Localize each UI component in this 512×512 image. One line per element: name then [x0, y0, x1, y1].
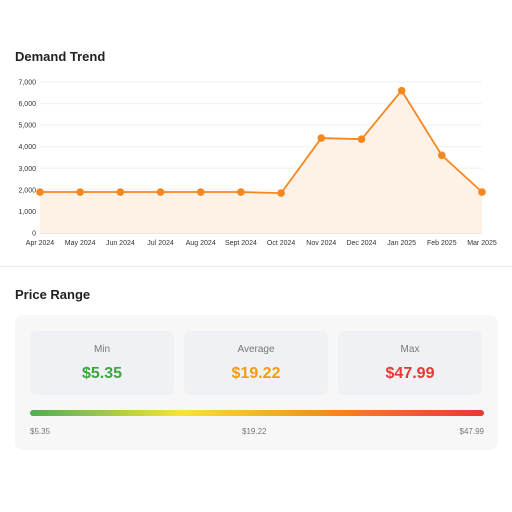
y-tick-label: 4,000 — [18, 144, 36, 151]
y-tick-label: 5,000 — [18, 123, 36, 130]
average-price-value: $19.22 — [231, 365, 281, 382]
data-point[interactable] — [196, 188, 205, 196]
max-price-value: $47.99 — [385, 365, 435, 382]
x-tick-label: Jun 2024 — [106, 240, 135, 247]
x-tick-label: Dec 2024 — [346, 240, 376, 247]
data-point[interactable] — [116, 188, 125, 196]
range-average-label: $19.22 — [242, 427, 267, 436]
data-point[interactable] — [397, 86, 406, 95]
average-price-card: Average $19.22 — [184, 331, 328, 395]
y-tick-label: 6,000 — [18, 101, 36, 108]
range-max-label: $47.99 — [459, 427, 484, 436]
y-tick-label: 0 — [32, 231, 36, 238]
x-axis: Apr 2024 May 2024 Jun 2024 Jul 2024 Aug 2024… — [26, 240, 497, 247]
data-point[interactable] — [357, 135, 366, 143]
x-tick-label: Feb 2025 — [427, 240, 457, 247]
demand-area-fill — [40, 90, 482, 233]
y-tick-label: 2,000 — [18, 187, 36, 194]
y-tick-label: 7,000 — [18, 80, 36, 87]
data-point[interactable] — [36, 188, 44, 196]
section-divider — [0, 266, 512, 267]
price-range-gradient-bar — [30, 410, 484, 416]
price-range-panel: Min $5.35 Average $19.22 Max $47.99 $5.3… — [15, 315, 498, 450]
data-point[interactable] — [156, 188, 165, 196]
x-tick-label: Oct 2024 — [267, 240, 296, 247]
max-price-card: Max $47.99 — [338, 331, 482, 395]
x-tick-label: Sept 2024 — [225, 240, 257, 247]
data-point[interactable] — [478, 188, 486, 196]
min-price-label: Min — [93, 344, 111, 355]
data-point[interactable] — [76, 188, 84, 196]
x-tick-label: Jan 2025 — [387, 240, 416, 247]
data-point[interactable] — [438, 151, 446, 160]
data-point[interactable] — [317, 134, 326, 142]
y-tick-label: 1,000 — [18, 209, 36, 216]
min-price-card: Min $5.35 — [30, 331, 174, 395]
x-tick-label: May 2024 — [65, 240, 96, 247]
data-point[interactable] — [237, 188, 245, 196]
x-tick-label: Aug 2024 — [186, 240, 216, 247]
range-min-label: $5.35 — [30, 427, 51, 436]
average-price-label: Average — [237, 344, 275, 355]
x-tick-label: Nov 2024 — [306, 240, 336, 247]
demand-trend-title: Demand Trend — [15, 49, 106, 64]
x-tick-label: Apr 2024 — [26, 240, 55, 247]
x-tick-label: Jul 2024 — [147, 240, 174, 247]
demand-trend-chart: 0 1,000 2,000 3,000 4,000 5,000 6,000 7,000 Apr… — [18, 80, 497, 248]
y-tick-label: 3,000 — [18, 166, 36, 173]
data-point[interactable] — [277, 189, 285, 197]
data-points — [36, 86, 486, 197]
x-tick-label: Mar 2025 — [467, 240, 497, 247]
demand-series-line — [40, 89, 483, 195]
max-price-label: Max — [400, 344, 420, 355]
y-axis: 0 1,000 2,000 3,000 4,000 5,000 6,000 7,000 — [18, 80, 36, 238]
min-price-value: $5.35 — [81, 365, 123, 382]
price-range-title: Price Range — [15, 287, 91, 302]
